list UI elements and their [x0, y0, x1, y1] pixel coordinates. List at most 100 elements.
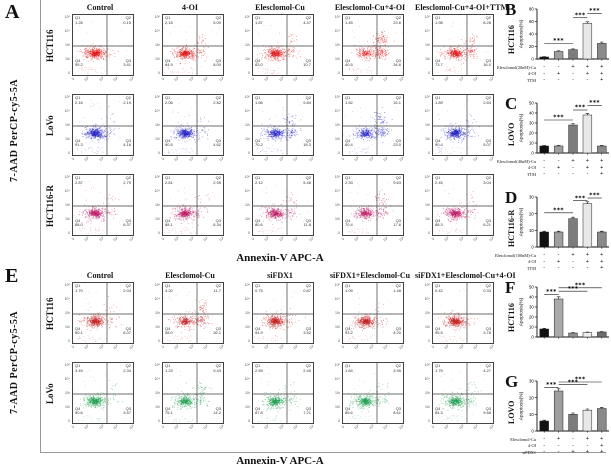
y-tick-label: 0	[428, 419, 430, 423]
error-bar	[585, 408, 590, 411]
y-tick-label: 10³	[154, 123, 160, 127]
quadrant-value: 5.07	[483, 142, 491, 148]
flow-plot: 10⁵ 10⁴ 10³ 10² 0 Q1 0.42 Q2 0.33 Q4 95.5 Q3 3.78 0 10…	[422, 280, 498, 359]
condition-sign: +	[585, 158, 589, 165]
quadrant-stat-q3: Q3 23.0	[393, 138, 401, 148]
x-tick-label: 10⁴	[202, 155, 210, 163]
condition-matrix: Elesclomol(40nM)-Cu - - + + +4-OI - + - + + TTM - - - -…	[497, 158, 611, 181]
flow-scatter-canvas	[253, 95, 313, 155]
y-tick-label: 10⁴	[334, 29, 340, 33]
y-tick-labels: 10⁵ 10⁴ 10³ 10² 0	[332, 174, 341, 236]
quadrant-value: 6.21	[483, 222, 491, 228]
y-tick-label: 10⁴	[64, 189, 70, 193]
x-tick-label: 10³	[97, 343, 105, 351]
x-tick-label: 10³	[367, 75, 375, 83]
quadrant-name: Q3	[485, 405, 491, 411]
y-tick-label: 0	[248, 151, 250, 155]
x-tick-labels: 0 10² 10³ 10⁴ 10⁵	[431, 423, 495, 431]
quadrant-stat-q4: Q4 70.4	[345, 218, 353, 228]
quadrant-stat-q2: Q2 1.48	[393, 283, 401, 293]
x-tick-label: 10⁴	[112, 155, 120, 163]
bar-panel-G: G LOVO 0 10 20 30 Apoptosis(%) *** *** *** Elesclo…	[505, 373, 611, 468]
quadrant-stat-q2: Q2 23.6	[393, 15, 401, 25]
quadrant-value: 8.61	[393, 410, 401, 416]
condition-sign: +	[585, 70, 589, 77]
x-tick-label: 10²	[443, 423, 450, 431]
quadrant-value: 84.3	[435, 410, 443, 416]
row-label: LoVo	[45, 115, 55, 137]
significance-stars: ***	[568, 285, 579, 292]
quadrant-value: 3.49	[75, 367, 83, 373]
bar	[568, 218, 578, 248]
flow-plot-cell: 10⁵ 10⁴ 10³ 10² 0 Q1 1.45 Q2 23.6 Q4 40.5 Q3 34.6 0 10…	[325, 12, 415, 92]
flow-plot-box: Q1 3.49 Q2 2.34 Q4 90.6 Q3 3.57	[72, 362, 134, 424]
panel-e-letter: E	[5, 265, 19, 287]
y-tick-label: 10⁵	[424, 283, 430, 287]
x-tick-label: 10²	[263, 155, 270, 163]
quadrant-stat-q4: Q4 84.3	[435, 406, 443, 416]
quadrant-name: Q2	[125, 283, 131, 288]
quadrant-name: Q2	[395, 363, 401, 368]
quadrant-stat-q2: Q2 9.43	[213, 363, 221, 373]
quadrant-name: Q4	[435, 217, 441, 223]
quadrant-stat-q3: Q3 5.07	[483, 138, 491, 148]
x-tick-label: 10⁴	[292, 423, 300, 431]
quadrant-name: Q2	[215, 95, 221, 100]
x-tick-label: 10⁴	[292, 155, 300, 163]
quadrant-value: 3.52	[303, 330, 311, 336]
cell-line-label: HCT116	[507, 25, 516, 55]
quadrant-name: Q4	[345, 325, 351, 331]
quadrant-value: 11.8	[303, 222, 312, 228]
condition-sign: -	[557, 264, 560, 271]
quadrant-stat-q4: Q4 80.6	[255, 218, 263, 228]
quadrant-value: 10.7	[303, 62, 311, 68]
x-tick-label: 10⁵	[127, 155, 135, 163]
significance-stars: ***	[575, 104, 586, 111]
x-tick-label: 0	[160, 156, 166, 162]
condition-sign: -	[572, 170, 574, 177]
y-tick-labels: 10⁵ 10⁴ 10³ 10² 0	[62, 362, 71, 424]
quadrant-stat-q2: Q2 0.15	[123, 15, 131, 25]
x-tick-label: 10²	[83, 75, 90, 83]
x-tick-label: 10²	[443, 75, 450, 83]
quadrant-name: Q2	[305, 363, 311, 368]
y-tick-label: 10²	[424, 217, 430, 221]
quadrant-name: Q4	[165, 217, 171, 223]
flow-plot-box: Q1 2.61 Q2 2.95 Q4 88.1 Q3 6.34	[162, 174, 224, 236]
quadrant-value: 26.1	[213, 330, 221, 336]
flow-plot-cell: 10⁵ 10⁴ 10³ 10² 0 Q1 1.87 Q2 4.47 Q4 83.0 Q3 10.7 0 10…	[235, 12, 325, 92]
quadrant-name: Q2	[485, 95, 491, 100]
error-bar	[600, 407, 604, 409]
flow-scatter-canvas	[433, 175, 493, 235]
y-tick-labels: 10⁵ 10⁴ 10³ 10² 0	[422, 14, 431, 76]
bar	[553, 51, 564, 60]
y-tick-label: 10³	[424, 391, 430, 395]
condition-sign: -	[557, 64, 560, 71]
x-tick-labels: 0 10² 10³ 10⁴ 10⁵	[71, 343, 135, 351]
flow-plot-cell: 10⁵ 10⁴ 10³ 10² 0 Q1 2.12 Q2 5.46 Q4 80.6 Q3 11.8 0 10…	[235, 172, 325, 252]
y-tick-label: 10²	[244, 217, 250, 221]
quadrant-value: 2.12	[255, 179, 263, 185]
y-tick-label: 10²	[154, 57, 160, 61]
quadrant-stat-q3: Q3 7.21	[303, 406, 311, 416]
flow-plot-box: Q1 1.23 Q2 9.43 Q4 75.1 Q3 14.2	[162, 362, 224, 424]
y-tick-label: 10³	[424, 203, 430, 207]
y-tick-label: 10²	[334, 405, 340, 409]
row-label: LoVo	[45, 383, 55, 405]
flow-scatter-canvas	[433, 95, 493, 155]
y-tick-label: 10³	[244, 203, 250, 207]
condition-label: TTM	[526, 171, 536, 177]
panel-a-x-axis-label: Annexin-V APC-A	[236, 252, 324, 264]
quadrant-stat-q3: Q3 10.7	[303, 58, 311, 68]
y-tick-label: 10³	[154, 391, 160, 395]
y-tick-labels: 10⁵ 10⁴ 10³ 10² 0	[152, 282, 161, 344]
y-tick-label: 10³	[244, 391, 250, 395]
y-tick-labels: 10⁵ 10⁴ 10³ 10² 0	[332, 362, 341, 424]
y-tick-labels: 10⁵ 10⁴ 10³ 10² 0	[152, 14, 161, 76]
x-tick-label: 10⁴	[292, 75, 300, 83]
quadrant-name: Q4	[75, 137, 81, 143]
quadrant-stat-q1: Q1 2.12	[255, 175, 263, 185]
left-border-line	[40, 0, 41, 452]
x-tick-label: 10³	[277, 155, 285, 163]
bar	[582, 409, 593, 432]
